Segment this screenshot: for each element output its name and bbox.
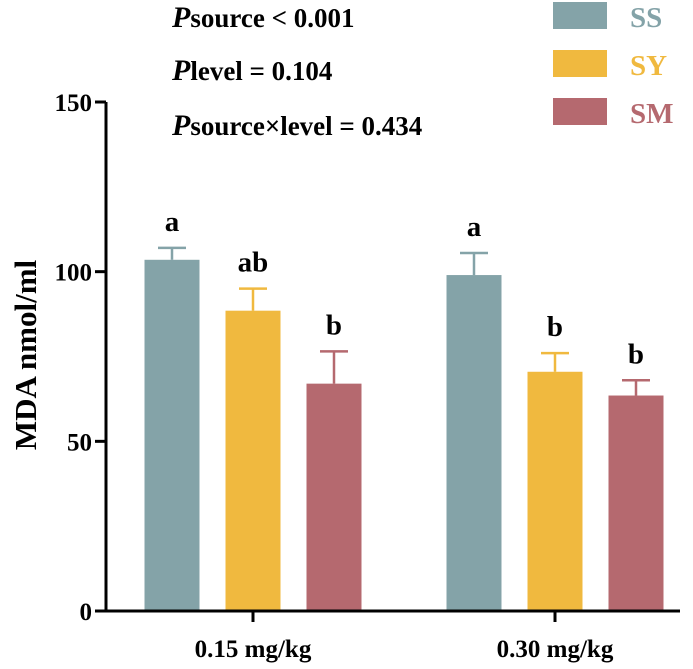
p-source-annotation: Psource < 0.001 xyxy=(171,1,354,34)
bars: a a ab b b b xyxy=(144,206,664,611)
y-tick-label: 150 xyxy=(55,90,93,117)
significance-label: a xyxy=(165,206,180,238)
significance-label: b xyxy=(547,311,563,343)
bar-sy xyxy=(527,371,583,611)
significance-label: b xyxy=(628,338,644,370)
legend-label-sy: SY xyxy=(630,50,667,82)
legend-label-sm: SM xyxy=(630,98,674,130)
x-tick-label: 0.30 mg/kg xyxy=(497,636,614,663)
x-tick-label: 0.15 mg/kg xyxy=(195,636,312,663)
p-interaction-annotation: Psource×level = 0.434 xyxy=(171,109,422,142)
legend: SS SY SM xyxy=(553,2,674,130)
bar-ss xyxy=(144,259,200,611)
p-level-annotation: Plevel = 0.104 xyxy=(171,54,332,87)
significance-label: a xyxy=(467,211,482,243)
y-tick-label: 50 xyxy=(67,429,92,456)
significance-label: b xyxy=(326,309,342,341)
bar-sm xyxy=(608,395,664,611)
y-tick-label: 100 xyxy=(55,260,93,287)
bar-sm xyxy=(306,383,362,611)
legend-swatch-sm xyxy=(553,98,607,125)
significance-label: ab xyxy=(238,247,269,279)
p-value-annotations: Psource < 0.001 Plevel = 0.104 Psource×l… xyxy=(171,1,422,142)
axes: 0 50 100 150 0.15 mg/kg 0.30 mg/kg xyxy=(55,90,680,663)
bar-ss xyxy=(446,275,502,611)
legend-swatch-ss xyxy=(553,2,607,29)
bar-sy xyxy=(225,310,281,611)
y-tick-label: 0 xyxy=(80,599,93,626)
y-axis-label: MDA nmol/ml xyxy=(8,259,43,450)
legend-swatch-sy xyxy=(553,50,607,77)
legend-label-ss: SS xyxy=(630,2,662,34)
